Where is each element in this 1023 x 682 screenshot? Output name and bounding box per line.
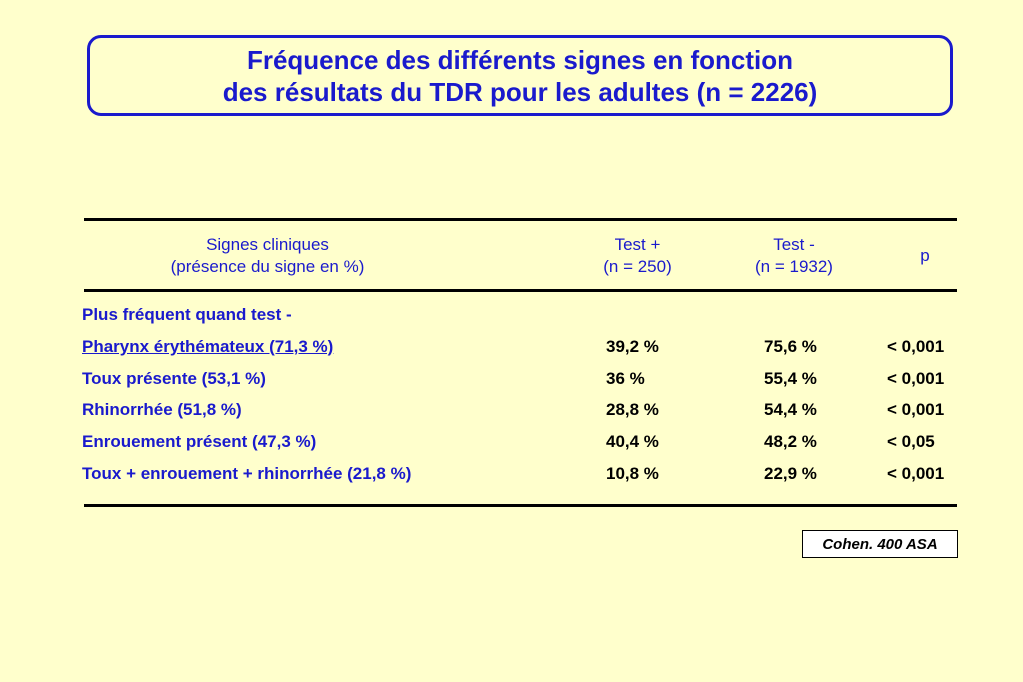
header-p: p <box>920 246 930 265</box>
slide-title-line1: Fréquence des différents signes en fonct… <box>246 44 794 75</box>
header-test-neg: Test - (n = 1932) <box>738 234 850 278</box>
row-p-value: < 0,001 <box>887 464 945 483</box>
row-label: Toux + enrouement + rhinorrhée (21,8 %) <box>82 464 412 483</box>
row-p-value: < 0,05 <box>887 432 935 451</box>
slide-title-line2: des résultats du TDR pour les adultes (n… <box>222 76 818 107</box>
row-label: Rhinorrhée (51,8 %) <box>82 400 242 419</box>
source-citation: Cohen. 400 ASA <box>802 530 958 558</box>
slide-title-box: Fréquence des différents signes en fonct… <box>87 35 953 116</box>
row-test-pos: 10,8 % <box>606 464 659 483</box>
header-test-neg-line2: (n = 1932) <box>755 257 833 276</box>
row-test-pos: 39,2 % <box>606 337 659 356</box>
row-label-link[interactable]: Pharynx érythémateux (71,3 %) <box>82 337 334 356</box>
header-test-pos-line2: (n = 250) <box>603 257 672 276</box>
section-label: Plus fréquent quand test - <box>82 305 292 324</box>
row-test-neg: 55,4 % <box>764 369 817 388</box>
header-signes-line2: (présence du signe en %) <box>170 257 365 276</box>
row-test-neg: 22,9 % <box>764 464 817 483</box>
row-label: Enrouement présent (47,3 %) <box>82 432 317 451</box>
row-test-neg: 75,6 % <box>764 337 817 356</box>
header-signes-line1: Signes cliniques <box>206 235 329 254</box>
header-test-pos-line1: Test + <box>614 235 661 254</box>
row-label: Toux présente (53,1 %) <box>82 369 266 388</box>
row-test-pos: 36 % <box>606 369 645 388</box>
row-test-neg: 54,4 % <box>764 400 817 419</box>
header-test-pos: Test + (n = 250) <box>585 234 690 278</box>
table-header-rule <box>84 289 957 292</box>
header-test-neg-line1: Test - <box>773 235 815 254</box>
table-bottom-rule <box>84 504 957 507</box>
row-test-pos: 28,8 % <box>606 400 659 419</box>
row-test-neg: 48,2 % <box>764 432 817 451</box>
row-p-value: < 0,001 <box>887 369 945 388</box>
row-test-pos: 40,4 % <box>606 432 659 451</box>
row-p-value: < 0,001 <box>887 337 945 356</box>
table-top-rule <box>84 218 957 221</box>
header-signes: Signes cliniques (présence du signe en %… <box>140 234 395 278</box>
row-p-value: < 0,001 <box>887 400 945 419</box>
